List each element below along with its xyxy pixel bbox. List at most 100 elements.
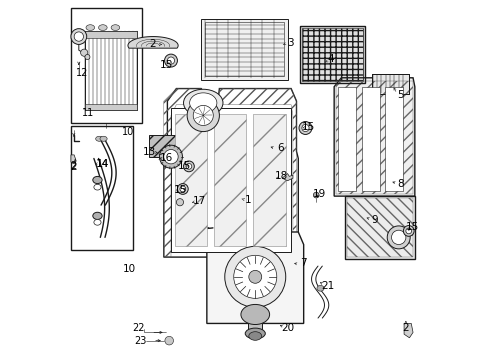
Text: 19: 19 [312,189,326,199]
Ellipse shape [164,54,177,67]
Ellipse shape [96,136,102,141]
Polygon shape [282,174,292,181]
Text: 7: 7 [299,258,305,268]
Polygon shape [344,196,414,259]
Ellipse shape [111,25,120,31]
Text: 11: 11 [82,108,94,118]
Bar [85,31,137,38]
Text: 20: 20 [281,323,294,333]
Bar [300,26,364,83]
Bar [361,87,379,191]
Bar [346,198,412,257]
Ellipse shape [93,212,102,220]
Text: 6: 6 [277,143,283,153]
Bar [171,108,290,252]
Ellipse shape [313,192,319,198]
Ellipse shape [405,228,411,234]
Ellipse shape [81,49,88,56]
Text: 15: 15 [405,222,418,231]
Ellipse shape [74,32,83,41]
Ellipse shape [244,328,265,339]
Ellipse shape [224,246,285,307]
Ellipse shape [99,25,107,31]
Ellipse shape [94,220,101,225]
Polygon shape [163,89,298,257]
Ellipse shape [164,336,173,345]
Text: 23: 23 [134,336,146,346]
Ellipse shape [298,122,311,134]
Ellipse shape [167,57,174,64]
Text: 16: 16 [160,153,173,163]
Text: 10: 10 [122,264,135,274]
Ellipse shape [193,105,213,126]
Text: 2: 2 [70,162,76,172]
Text: 8: 8 [396,179,403,189]
Text: 2: 2 [149,39,156,49]
Text: 22: 22 [132,323,144,333]
Ellipse shape [386,226,409,249]
Bar [253,114,285,246]
Text: 9: 9 [370,215,377,225]
Bar [384,87,402,191]
Bar [149,135,182,157]
Bar [174,114,206,246]
Ellipse shape [391,230,405,244]
Ellipse shape [248,270,261,283]
Ellipse shape [71,29,86,44]
Ellipse shape [93,176,102,184]
Ellipse shape [183,161,194,172]
Bar [70,8,142,123]
Polygon shape [71,155,76,164]
Ellipse shape [316,285,324,291]
Bar [301,28,362,81]
Text: 3: 3 [286,38,293,48]
Bar [204,22,284,76]
Ellipse shape [85,54,90,59]
Ellipse shape [185,163,191,169]
Ellipse shape [177,184,188,194]
Ellipse shape [403,226,413,236]
Text: 10: 10 [122,127,134,136]
Text: 15: 15 [173,185,186,195]
Ellipse shape [86,25,94,31]
Bar [85,104,137,110]
Polygon shape [333,78,414,196]
Polygon shape [128,37,178,48]
Text: 17: 17 [192,196,205,206]
Text: 12: 12 [76,68,88,78]
Text: 4: 4 [326,54,333,64]
Text: 15: 15 [160,60,173,70]
Bar [201,19,287,80]
Polygon shape [403,323,412,338]
Bar [371,74,408,94]
Ellipse shape [163,149,178,164]
Bar [371,74,408,94]
Text: 21: 21 [321,281,334,291]
Bar [214,114,246,246]
Polygon shape [206,232,303,323]
Ellipse shape [176,199,183,206]
Bar [335,81,412,194]
Text: 14: 14 [97,159,109,169]
Text: 15: 15 [301,122,314,132]
Ellipse shape [183,89,223,117]
Ellipse shape [189,93,217,113]
Text: 2: 2 [70,161,76,171]
Text: 14: 14 [96,159,109,169]
Text: 2: 2 [401,323,407,333]
Ellipse shape [100,136,107,141]
Ellipse shape [187,99,219,132]
Ellipse shape [248,332,261,340]
Ellipse shape [241,305,269,324]
Bar [70,126,133,250]
Text: 5: 5 [396,90,403,100]
Text: 1: 1 [244,195,251,205]
Text: 13: 13 [142,147,156,157]
Bar [247,313,262,333]
Ellipse shape [180,186,185,192]
Bar [85,31,137,110]
Text: 18: 18 [275,171,288,181]
Ellipse shape [94,184,101,190]
Ellipse shape [233,255,276,298]
Ellipse shape [159,145,182,168]
